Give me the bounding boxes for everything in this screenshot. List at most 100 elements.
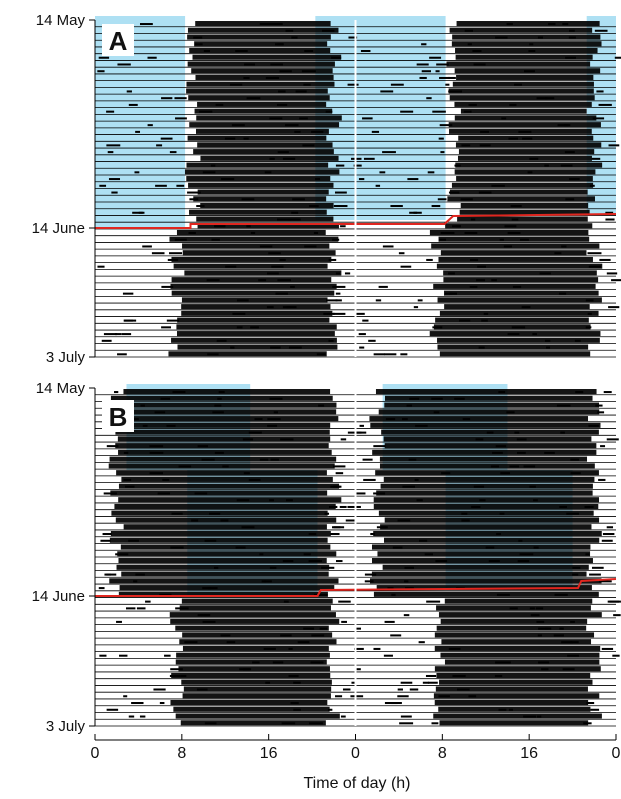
activity-bar	[200, 202, 334, 209]
activity-bar	[182, 693, 331, 699]
activity-fragment	[313, 231, 319, 234]
activity-fragment	[414, 478, 419, 481]
activity-fragment	[438, 238, 447, 241]
activity-bar	[449, 189, 588, 195]
activity-fragment	[142, 245, 152, 248]
activity-fragment	[243, 76, 250, 79]
activity-fragment	[419, 76, 427, 79]
activity-bar	[454, 101, 592, 107]
activity-fragment	[149, 472, 163, 475]
activity-fragment	[417, 299, 423, 302]
activity-fragment	[528, 49, 536, 53]
activity-fragment	[340, 715, 346, 718]
activity-fragment	[583, 722, 592, 725]
activity-fragment	[562, 23, 569, 26]
activity-fragment	[272, 76, 279, 79]
y-tick-label: 14 May	[36, 380, 86, 397]
activity-fragment	[225, 265, 237, 268]
activity-fragment	[362, 117, 373, 120]
actogram-panel-b: 14 May 14 June 3 July B	[32, 380, 621, 735]
activity-bar	[438, 706, 591, 712]
activity-bar	[110, 490, 328, 496]
activity-bar	[118, 591, 328, 597]
activity-fragment	[347, 83, 359, 86]
activity-bar	[438, 236, 590, 242]
activity-fragment	[511, 218, 519, 221]
activity-fragment	[508, 708, 514, 711]
activity-fragment	[471, 505, 481, 508]
activity-bar	[455, 142, 602, 148]
actogram-panel-a: 14 May 14 June 3 July A	[32, 12, 621, 366]
activity-fragment	[311, 634, 325, 637]
activity-fragment	[128, 539, 139, 542]
activity-fragment	[246, 225, 251, 228]
activity-bar	[187, 34, 331, 40]
activity-fragment	[236, 326, 243, 329]
activity-fragment	[342, 688, 351, 691]
activity-fragment	[460, 198, 473, 201]
activity-fragment	[473, 63, 486, 66]
activity-fragment	[440, 231, 455, 234]
activity-fragment	[385, 418, 396, 421]
activity-fragment	[207, 353, 219, 356]
activity-fragment	[378, 285, 388, 288]
activity-fragment	[570, 620, 575, 623]
activity-fragment	[419, 539, 428, 542]
activity-fragment	[600, 445, 606, 448]
activity-fragment	[117, 63, 131, 66]
activity-fragment	[248, 431, 262, 434]
activity-bar	[108, 463, 335, 469]
activity-fragment	[191, 519, 199, 522]
activity-fragment	[281, 722, 296, 725]
activity-fragment	[275, 292, 288, 295]
activity-fragment	[490, 465, 499, 468]
activity-bar	[434, 699, 589, 706]
activity-fragment	[498, 708, 507, 711]
activity-fragment	[267, 418, 281, 421]
activity-bar	[118, 449, 332, 455]
activity-fragment	[431, 722, 439, 725]
activity-bar	[452, 34, 601, 40]
activity-fragment	[415, 424, 428, 427]
activity-bar	[440, 618, 588, 624]
activity-fragment	[308, 722, 323, 725]
activity-fragment	[258, 279, 267, 282]
activity-fragment	[333, 205, 348, 208]
activity-bar	[118, 483, 340, 489]
activity-bar	[110, 530, 331, 537]
activity-bar	[372, 449, 597, 455]
activity-bar	[186, 81, 335, 87]
activity-fragment	[437, 198, 447, 201]
activity-fragment	[518, 539, 523, 542]
activity-fragment	[303, 83, 311, 86]
activity-fragment	[232, 312, 246, 315]
activity-fragment	[248, 478, 261, 481]
activity-fragment	[409, 397, 420, 400]
activity-bar	[109, 416, 339, 422]
activity-bar	[456, 74, 594, 80]
activity-fragment	[201, 458, 215, 461]
activity-fragment	[196, 205, 205, 208]
activity-fragment	[570, 472, 581, 475]
activity-bar	[460, 108, 587, 114]
activity-fragment	[160, 137, 173, 140]
activity-fragment	[267, 424, 278, 427]
activity-fragment	[304, 49, 314, 53]
activity-bar	[193, 149, 334, 155]
activity-fragment	[115, 553, 129, 556]
activity-fragment	[318, 404, 325, 407]
activity-fragment	[259, 245, 273, 248]
activity-bar	[451, 182, 594, 188]
activity-fragment	[481, 319, 488, 322]
activity-fragment	[203, 49, 211, 53]
activity-fragment	[477, 265, 486, 268]
activity-fragment	[203, 614, 211, 617]
activity-fragment	[283, 600, 289, 603]
activity-fragment	[469, 285, 478, 288]
activity-fragment	[514, 431, 520, 434]
activity-fragment	[121, 333, 132, 336]
activity-fragment	[426, 258, 433, 261]
activity-fragment	[145, 600, 151, 603]
activity-fragment	[570, 641, 579, 644]
activity-fragment	[432, 326, 443, 329]
